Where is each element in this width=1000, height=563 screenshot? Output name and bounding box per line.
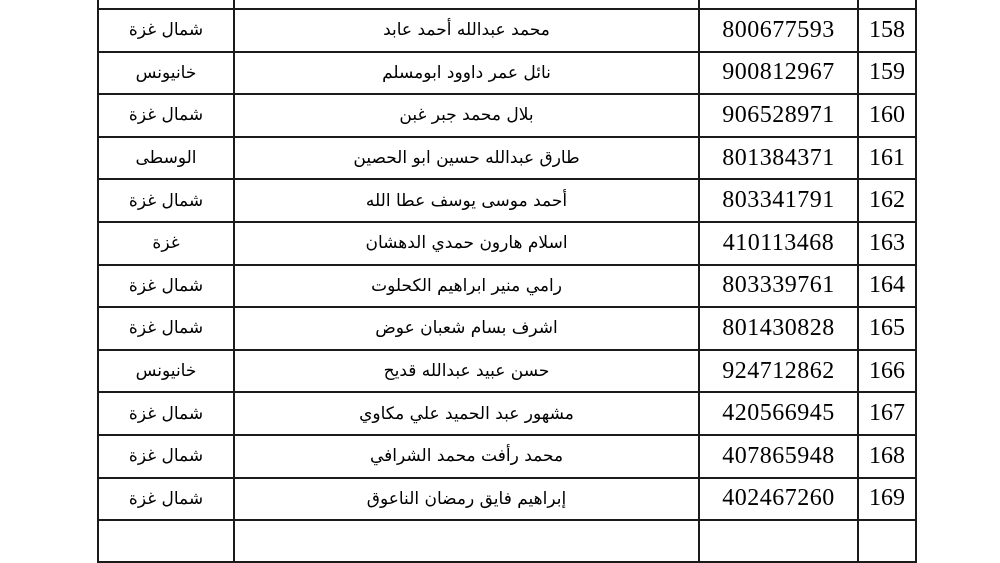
region-cell — [97, 519, 235, 563]
index-cell — [857, 519, 917, 563]
number-cell: 800677593 — [698, 8, 859, 53]
region-cell: شمال غزة — [97, 391, 235, 436]
table-row: 168 407865948 محمد رأفت محمد الشرافي شما… — [97, 433, 917, 479]
table-row: 159 900812967 نائل عمر داوود ابومسلم خان… — [97, 50, 917, 96]
index-cell: 161 — [857, 135, 917, 181]
region-cell: شمال غزة — [97, 433, 235, 479]
region-cell: شمال غزة — [97, 178, 235, 223]
name-cell: إبراهيم فايق رمضان الناعوق — [233, 476, 700, 522]
name-cell — [233, 0, 700, 10]
table-row: 169 402467260 إبراهيم فايق رمضان الناعوق… — [97, 476, 917, 522]
index-cell: 167 — [857, 391, 917, 436]
table-row: 165 801430828 اشرف بسام شعبان عوض شمال غ… — [97, 306, 917, 351]
table-row-partial-top — [97, 0, 917, 10]
number-cell: 924712862 — [698, 348, 859, 394]
region-cell: خانيونس — [97, 50, 235, 96]
number-cell — [698, 519, 859, 563]
table-row: 163 410113468 اسلام هارون حمدي الدهشان غ… — [97, 220, 917, 266]
number-cell: 801384371 — [698, 135, 859, 181]
number-cell: 402467260 — [698, 476, 859, 522]
name-cell: اشرف بسام شعبان عوض — [233, 306, 700, 351]
region-cell: خانيونس — [97, 348, 235, 394]
table-row: 160 906528971 بلال محمد جبر غبن شمال غزة — [97, 93, 917, 138]
name-cell: طارق عبدالله حسين ابو الحصين — [233, 135, 700, 181]
name-cell: محمد رأفت محمد الشرافي — [233, 433, 700, 479]
index-cell: 159 — [857, 50, 917, 96]
region-cell: شمال غزة — [97, 8, 235, 53]
number-cell: 803341791 — [698, 178, 859, 223]
region-cell: الوسطى — [97, 135, 235, 181]
region-cell: شمال غزة — [97, 476, 235, 522]
roster-table: 158 800677593 محمد عبدالله أحمد عابد شما… — [97, 0, 917, 563]
index-cell — [857, 0, 917, 10]
index-cell: 169 — [857, 476, 917, 522]
number-cell: 407865948 — [698, 433, 859, 479]
index-cell: 168 — [857, 433, 917, 479]
number-cell: 410113468 — [698, 220, 859, 266]
index-cell: 165 — [857, 306, 917, 351]
number-cell: 906528971 — [698, 93, 859, 138]
index-cell: 158 — [857, 8, 917, 53]
table-row: 164 803339761 رامي منير ابراهيم الكحلوت … — [97, 263, 917, 309]
region-cell: شمال غزة — [97, 93, 235, 138]
table-row: 158 800677593 محمد عبدالله أحمد عابد شما… — [97, 8, 917, 53]
table-row: 162 803341791 أحمد موسى يوسف عطا الله شم… — [97, 178, 917, 223]
number-cell: 803339761 — [698, 263, 859, 309]
region-cell: شمال غزة — [97, 263, 235, 309]
index-cell: 163 — [857, 220, 917, 266]
region-cell — [97, 0, 235, 10]
name-cell — [233, 519, 700, 563]
name-cell: حسن عبيد عبدالله قديح — [233, 348, 700, 394]
index-cell: 162 — [857, 178, 917, 223]
number-cell — [698, 0, 859, 10]
table-row: 166 924712862 حسن عبيد عبدالله قديح خاني… — [97, 348, 917, 394]
name-cell: رامي منير ابراهيم الكحلوت — [233, 263, 700, 309]
table-row: 161 801384371 طارق عبدالله حسين ابو الحص… — [97, 135, 917, 181]
name-cell: نائل عمر داوود ابومسلم — [233, 50, 700, 96]
index-cell: 164 — [857, 263, 917, 309]
table-row-partial-bottom — [97, 519, 917, 563]
name-cell: أحمد موسى يوسف عطا الله — [233, 178, 700, 223]
name-cell: اسلام هارون حمدي الدهشان — [233, 220, 700, 266]
index-cell: 166 — [857, 348, 917, 394]
name-cell: بلال محمد جبر غبن — [233, 93, 700, 138]
region-cell: غزة — [97, 220, 235, 266]
table-row: 167 420566945 مشهور عبد الحميد علي مكاوي… — [97, 391, 917, 436]
number-cell: 801430828 — [698, 306, 859, 351]
number-cell: 900812967 — [698, 50, 859, 96]
region-cell: شمال غزة — [97, 306, 235, 351]
index-cell: 160 — [857, 93, 917, 138]
number-cell: 420566945 — [698, 391, 859, 436]
name-cell: مشهور عبد الحميد علي مكاوي — [233, 391, 700, 436]
roster-table-container: 158 800677593 محمد عبدالله أحمد عابد شما… — [97, 0, 917, 563]
name-cell: محمد عبدالله أحمد عابد — [233, 8, 700, 53]
